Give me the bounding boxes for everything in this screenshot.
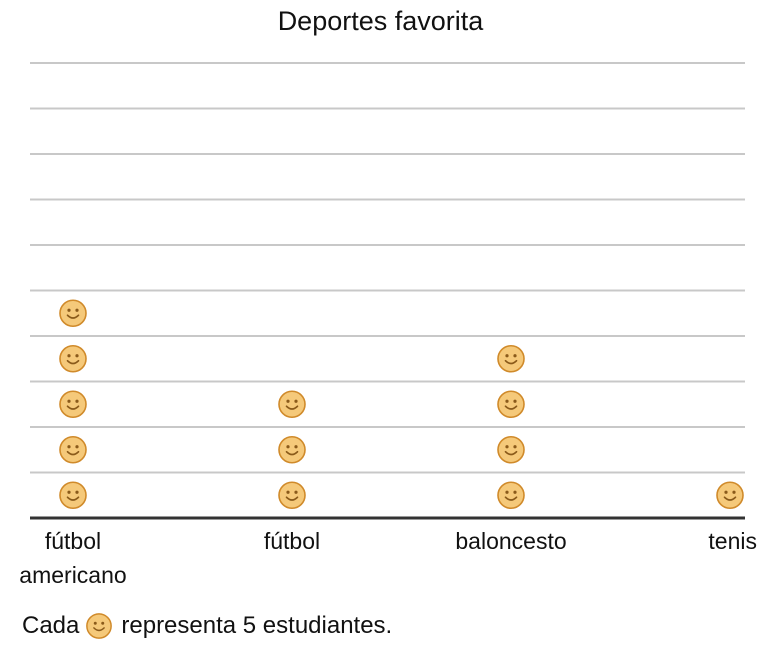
smiley-face-icon [278,435,306,464]
category-label: baloncesto [411,524,611,558]
grid-lines [30,62,745,474]
smiley-face-icon [278,481,306,510]
category-label: fútbol [192,524,392,558]
symbol-column [59,299,87,510]
chart-title: Deportes favorita [277,6,484,36]
category-label-line: fútbol [263,528,321,554]
category-label-line: americano [19,562,127,588]
smiley-face-icon [59,481,87,510]
pictograph-chart [30,62,745,520]
legend-key: Cada representa 5 estudiantes. [22,612,392,640]
symbol-columns [59,299,744,510]
category-label: tenis [561,524,757,558]
smiley-face-icon [497,390,525,419]
category-label-line: tenis [708,528,757,554]
key-suffix: representa 5 estudiantes. [121,612,393,639]
smiley-face-icon [497,344,525,373]
smiley-face-icon [278,390,306,419]
smiley-face-icon [59,344,87,373]
smiley-face-icon [59,299,87,328]
key-prefix: Cada [22,612,80,639]
category-label-line: baloncesto [455,528,567,554]
smiley-face-icon [59,435,87,464]
symbol-column [497,344,525,510]
smiley-face-icon [716,481,744,510]
smiley-face-icon [86,613,113,639]
symbol-column [278,390,306,510]
smiley-face-icon [497,435,525,464]
category-label: fútbol americano [0,524,173,592]
smiley-face-icon [59,390,87,419]
category-label-line: fútbol [44,528,102,554]
smiley-face-icon [497,481,525,510]
symbol-column [716,481,744,510]
